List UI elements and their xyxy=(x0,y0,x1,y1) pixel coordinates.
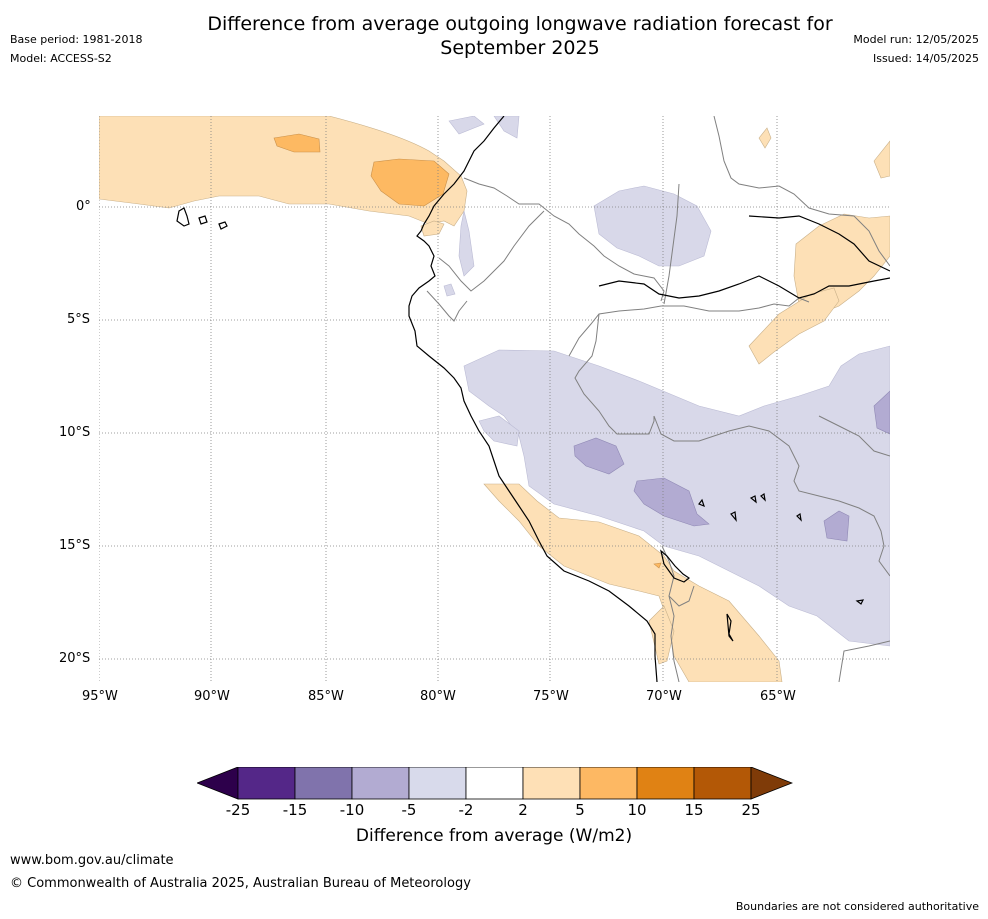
lon-tick-75w: 75°W xyxy=(533,689,569,704)
lat-tick-10s: 10°S xyxy=(59,425,91,440)
colorbar-segment-10-5 xyxy=(351,767,410,800)
colorbar-tick: 15 xyxy=(684,801,704,819)
lon-tick-70w: 70°W xyxy=(646,689,682,704)
lat-tick-20s: 20°S xyxy=(59,651,91,666)
colorbar-tick: -5 xyxy=(401,801,417,819)
colorbar-segment-gt-25 xyxy=(750,767,793,800)
colorbar-segment-15-25 xyxy=(693,767,752,800)
base-period-label: Base period: 1981-2018 xyxy=(10,33,143,46)
colorbar-segment-lt-25 xyxy=(197,767,239,800)
coastlines xyxy=(176,116,890,682)
colorbar-segment-5-2 xyxy=(408,767,467,800)
negative-anomaly-medium xyxy=(573,390,890,542)
copyright-notice: © Commonwealth of Australia 2025, Austra… xyxy=(10,876,471,891)
lon-tick-95w: 95°W xyxy=(82,689,118,704)
positive-anomaly-light xyxy=(99,116,890,682)
lat-tick-15s: 15°S xyxy=(59,538,91,553)
colorbar-segment-15-10 xyxy=(294,767,353,800)
colorbar-tick: -2 xyxy=(458,801,474,819)
anomaly-map xyxy=(99,116,890,682)
colorbar-segment-25-15 xyxy=(237,767,296,800)
lat-tick-5s: 5°S xyxy=(67,312,91,327)
colorbar-segment-5-10 xyxy=(579,767,638,800)
colorbar-tick: 5 xyxy=(575,801,585,819)
colorbar-segment-10-15 xyxy=(636,767,695,800)
colorbar-segment-2-2 xyxy=(465,767,524,800)
colorbar-tick: -25 xyxy=(225,801,251,819)
colorbar-tick: -15 xyxy=(282,801,308,819)
map-title: Difference from average outgoing longwav… xyxy=(150,12,890,60)
boundary-disclaimer: Boundaries are not considered authoritat… xyxy=(735,900,979,913)
lat-tick-0: 0° xyxy=(76,199,91,214)
lon-tick-85w: 85°W xyxy=(308,689,344,704)
map-title-line2: September 2025 xyxy=(440,37,600,59)
colorbar-tick: -10 xyxy=(339,801,365,819)
colorbar-segment-2-5 xyxy=(522,767,581,800)
model-run-label: Model run: 12/05/2025 xyxy=(853,33,979,46)
map-title-line1: Difference from average outgoing longwav… xyxy=(207,13,833,35)
country-borders xyxy=(426,116,890,682)
issued-label: Issued: 14/05/2025 xyxy=(872,52,979,65)
model-label: Model: ACCESS-S2 xyxy=(10,52,112,65)
lon-tick-80w: 80°W xyxy=(420,689,456,704)
graticule xyxy=(99,116,890,682)
positive-anomaly-medium xyxy=(273,133,662,569)
source-url: www.bom.gov.au/climate xyxy=(10,853,174,868)
colorbar-tick: 25 xyxy=(741,801,761,819)
colorbar xyxy=(197,767,793,800)
colorbar-tick: 10 xyxy=(627,801,647,819)
lon-tick-65w: 65°W xyxy=(760,689,796,704)
colorbar-tick: 2 xyxy=(518,801,528,819)
colorbar-title: Difference from average (W/m2) xyxy=(355,826,633,846)
lon-tick-90w: 90°W xyxy=(194,689,230,704)
